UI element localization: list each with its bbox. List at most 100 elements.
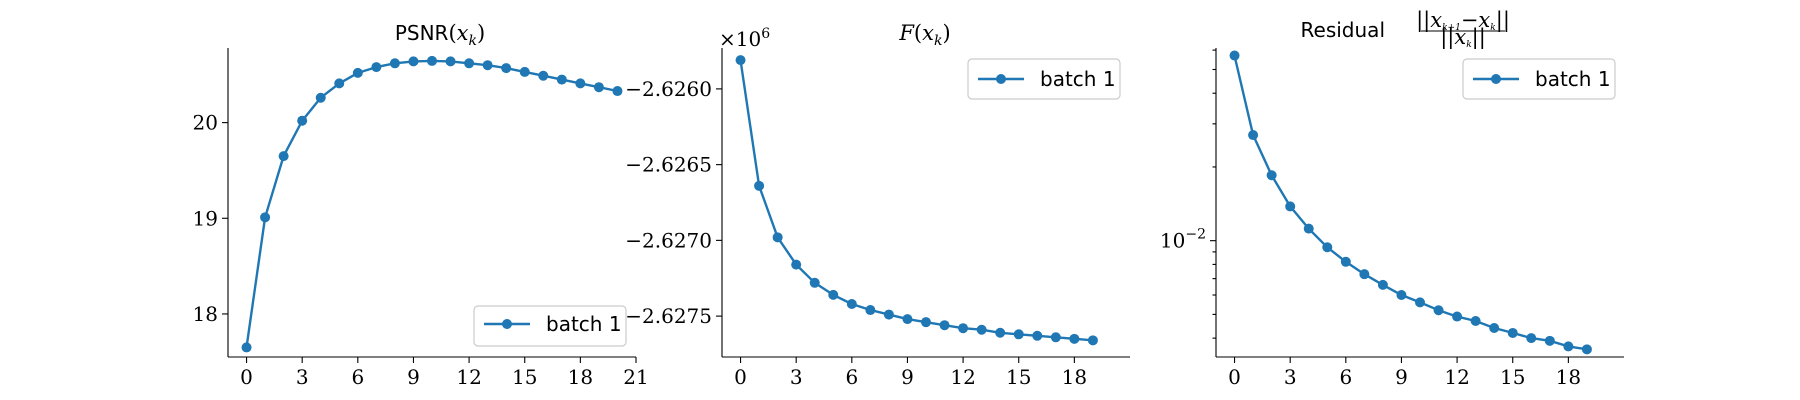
psnr-legend-box (473, 305, 627, 347)
psnr-data-point (278, 151, 289, 162)
objective-data-point (958, 323, 969, 334)
objective-x-tick-label: 12 (950, 365, 975, 389)
psnr-data-point (408, 56, 419, 67)
psnr-series-line (245, 59, 618, 348)
residual-data-point (1303, 223, 1314, 234)
residual-data-point (1507, 327, 1518, 338)
psnr-x-tick-label: 6 (351, 365, 364, 389)
psnr-x-tick-label: 21 (623, 365, 648, 389)
psnr-plot-area: 0 3 6 9 12 15 18 21 18 19 20 (193, 48, 649, 389)
objective-data-point (1032, 330, 1043, 341)
residual-data-point (1229, 50, 1240, 61)
residual-chart-title: Residual ||xk+1−xk|| ||xk|| (1301, 8, 1510, 50)
psnr-panel: PSNR(xk) 0 3 6 9 12 15 18 21 18 19 20 batch 1 (193, 21, 649, 389)
residual-data-point (1470, 315, 1481, 326)
psnr-y-tick-label: 18 (193, 302, 218, 326)
psnr-data-point (297, 115, 308, 126)
residual-data-point (1563, 341, 1574, 352)
residual-y-tick-label: 10−2 (1160, 227, 1206, 253)
objective-data-point (1087, 335, 1098, 346)
residual-data-point (1396, 290, 1407, 301)
objective-panel: F(xk) ×106 0 3 6 9 12 15 18 −2.6260 −2.6265 −2.62… (625, 21, 1130, 389)
psnr-data-point (519, 66, 530, 77)
psnr-data-point (501, 63, 512, 74)
psnr-data-point (556, 74, 567, 85)
psnr-legend-marker (502, 319, 512, 329)
psnr-data-point (445, 56, 456, 67)
objective-data-point (772, 232, 783, 243)
residual-legend-marker (1491, 74, 1501, 84)
objective-legend-box (967, 58, 1121, 100)
objective-x-tick-label: 9 (901, 365, 914, 389)
objective-series-line (739, 59, 1093, 342)
residual-data-point (1322, 242, 1333, 253)
psnr-data-point (575, 78, 586, 89)
objective-y-tick-label: −2.6275 (625, 304, 712, 328)
residual-plot-area: 0 3 6 9 12 15 18 10−2 (1160, 48, 1624, 389)
residual-x-tick-label: 6 (1339, 365, 1352, 389)
psnr-chart-title: PSNR(xk) (395, 21, 485, 49)
psnr-legend-label: batch 1 (546, 312, 622, 336)
residual-title-word: Residual (1301, 18, 1385, 42)
residual-data-point (1489, 323, 1500, 334)
objective-x-tick-label: 18 (1062, 365, 1087, 389)
residual-title-denominator: ||xk|| (1440, 25, 1486, 50)
objective-y-tick-label: −2.6260 (625, 77, 712, 101)
objective-x-tick-label: 15 (1006, 365, 1031, 389)
psnr-x-tick-label: 3 (296, 365, 309, 389)
residual-legend-box (1462, 58, 1616, 100)
psnr-data-point (464, 58, 475, 69)
psnr-x-tick-label: 18 (568, 365, 593, 389)
psnr-data-point (352, 67, 363, 78)
objective-data-point (921, 317, 931, 328)
residual-x-tick-label: 15 (1500, 365, 1525, 389)
residual-x-tick-label: 3 (1284, 365, 1297, 389)
residual-title-numerator: ||xk+1−xk|| (1416, 8, 1510, 33)
psnr-data-point (241, 342, 252, 353)
objective-data-point (791, 259, 802, 270)
psnr-y-tick-label: 19 (193, 206, 218, 230)
objective-x-tick-label: 6 (845, 365, 858, 389)
objective-plot-area: 0 3 6 9 12 15 18 −2.6260 −2.6265 −2.6270 −2.6275 (625, 48, 1130, 389)
objective-y-tick-label: −2.6270 (625, 228, 712, 252)
psnr-x-tick-label: 12 (456, 365, 481, 389)
residual-data-point (1266, 170, 1277, 181)
psnr-data-point (538, 70, 549, 81)
residual-x-tick-label: 0 (1228, 365, 1241, 389)
objective-data-point (846, 298, 857, 309)
residual-data-point (1433, 305, 1444, 316)
objective-y-tick-label: −2.6265 (625, 153, 712, 177)
objective-data-point (902, 314, 913, 325)
psnr-x-tick-label: 0 (240, 365, 253, 389)
residual-data-point (1359, 269, 1370, 280)
psnr-data-point (612, 86, 623, 97)
objective-data-point (883, 309, 894, 320)
objective-data-point (1069, 333, 1080, 344)
objective-x-tick-label: 0 (734, 365, 747, 389)
residual-data-point (1526, 333, 1537, 344)
residual-legend-label: batch 1 (1535, 67, 1611, 91)
objective-data-point (865, 305, 876, 316)
objective-data-point (1050, 332, 1061, 343)
psnr-data-point (427, 55, 437, 66)
psnr-data-point (593, 82, 604, 93)
objective-x-tick-label: 3 (790, 365, 803, 389)
psnr-data-point (334, 78, 345, 89)
residual-data-point (1452, 311, 1463, 322)
residual-data-point (1248, 130, 1259, 141)
residual-legend: batch 1 (1462, 58, 1616, 100)
psnr-data-point (482, 60, 493, 71)
objective-offset-label: ×106 (719, 26, 770, 51)
residual-data-point (1340, 256, 1351, 267)
psnr-legend: batch 1 (473, 305, 627, 347)
residual-data-point (1544, 335, 1555, 346)
objective-legend-marker (996, 74, 1006, 84)
psnr-x-tick-label: 15 (512, 365, 537, 389)
residual-panel: Residual ||xk+1−xk|| ||xk|| 0 3 6 9 12 15 18 10… (1160, 8, 1624, 389)
objective-legend-label: batch 1 (1040, 67, 1116, 91)
residual-data-point (1285, 201, 1296, 212)
objective-data-point (809, 277, 820, 288)
objective-data-point (754, 180, 765, 191)
objective-chart-title: F(xk) (898, 21, 950, 49)
